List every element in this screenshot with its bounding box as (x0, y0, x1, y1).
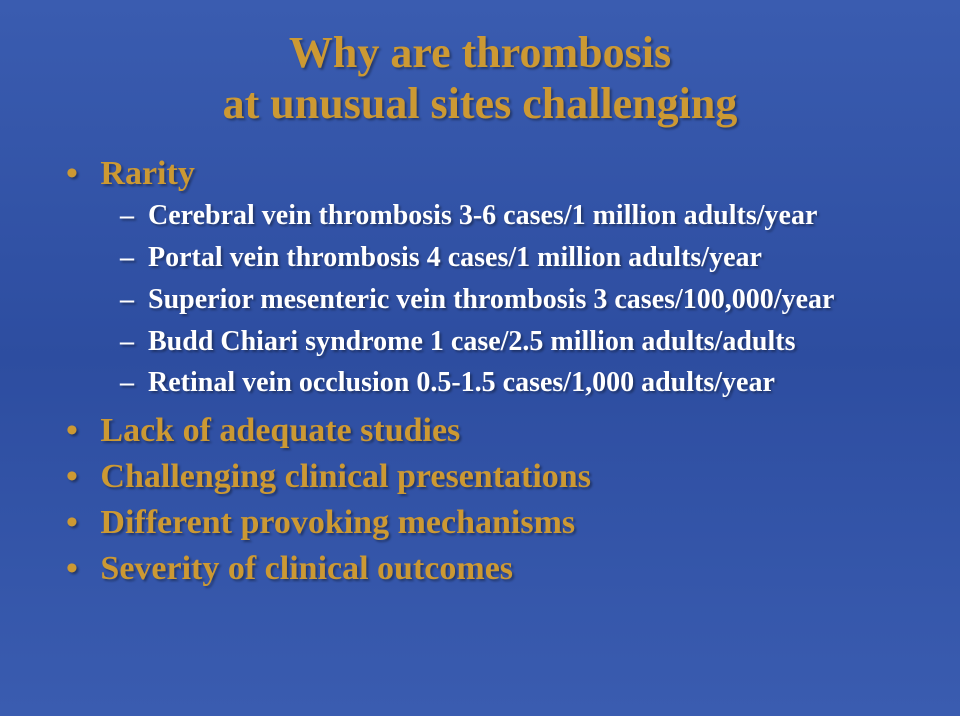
sub-item: Portal vein thrombosis 4 cases/1 million… (120, 239, 900, 277)
title-line-1: Why are thrombosis (289, 28, 671, 77)
bullet-rarity: Rarity (66, 155, 900, 193)
bullet-label: Different provoking mechanisms (100, 504, 575, 541)
sub-item: Superior mesenteric vein thrombosis 3 ca… (120, 281, 900, 319)
bullet-item: Different provoking mechanisms (66, 504, 900, 542)
bullet-label: Lack of adequate studies (100, 412, 460, 449)
title-line-2: at unusual sites challenging (223, 79, 738, 128)
bullet-item: Challenging clinical presentations (66, 458, 900, 496)
bullet-label: Rarity (100, 155, 194, 192)
top-bullets: Rarity Cerebral vein thrombosis 3-6 case… (60, 155, 900, 402)
slide-title: Why are thrombosis at unusual sites chal… (60, 28, 900, 129)
bullet-item: Severity of clinical outcomes (66, 550, 900, 588)
sub-item: Budd Chiari syndrome 1 case/2.5 million … (120, 323, 900, 361)
bullet-label: Challenging clinical presentations (100, 458, 591, 495)
sub-item: Cerebral vein thrombosis 3-6 cases/1 mil… (120, 197, 900, 235)
bottom-bullets: Lack of adequate studies Challenging cli… (60, 412, 900, 588)
bullet-label: Severity of clinical outcomes (100, 550, 513, 587)
sub-item: Retinal vein occlusion 0.5-1.5 cases/1,0… (120, 364, 900, 402)
slide: Why are thrombosis at unusual sites chal… (0, 0, 960, 716)
bullet-item: Lack of adequate studies (66, 412, 900, 450)
